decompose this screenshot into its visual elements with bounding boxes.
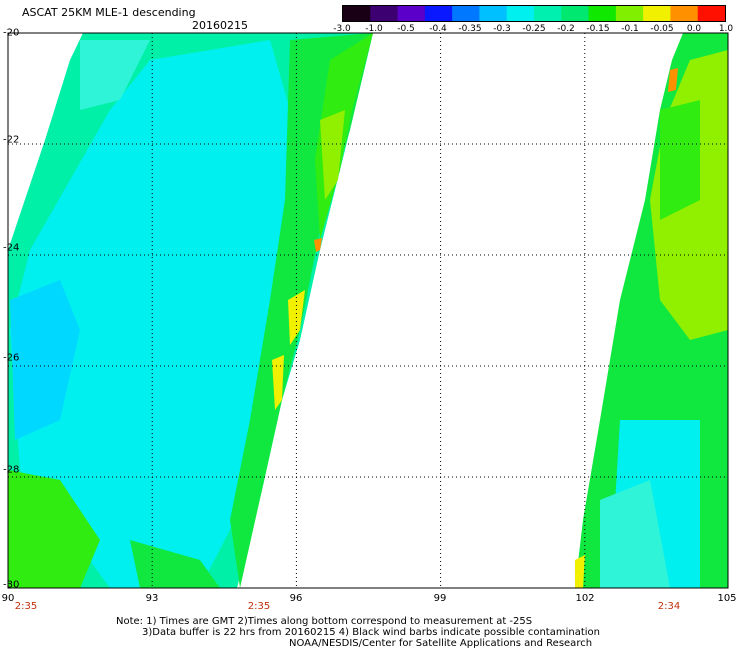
chart-title: ASCAT 25KM MLE-1 descending — [22, 6, 196, 19]
east-edge-yellow-patch-2 — [272, 355, 284, 410]
colorbar-tick-label: -0.25 — [522, 24, 546, 34]
longitude-label: 102 — [575, 593, 595, 604]
blue-cyan-patch — [10, 280, 80, 440]
latitude-label: -30 — [3, 579, 20, 591]
colorbar-tick-label: -0.2 — [557, 24, 575, 34]
northwest-patch — [80, 40, 150, 110]
right-bright-patch — [660, 100, 700, 220]
latitude-label: -22 — [3, 134, 20, 146]
right-yellow-patch — [575, 555, 585, 588]
southwest-green-patch — [8, 470, 100, 588]
colorbar-tick-label: -0.4 — [429, 24, 447, 34]
colorbar-tick-label: -0.1 — [621, 24, 639, 34]
longitude-label: 96 — [289, 593, 303, 604]
colorbar-tick-label: -0.05 — [650, 24, 674, 34]
note-line-2: 3)Data buffer is 22 hrs from 20160215 4)… — [142, 627, 600, 638]
colorbar-tick-label: -0.5 — [397, 24, 415, 34]
colorbar-swatch — [697, 6, 726, 21]
colorbar-tick-label: -0.3 — [493, 24, 511, 34]
colorbar-swatch — [397, 6, 426, 21]
colorbar-swatch — [370, 6, 399, 21]
colorbar-tick-label: -0.15 — [586, 24, 610, 34]
colorbar — [342, 5, 726, 22]
colorbar-swatch — [588, 6, 617, 21]
colorbar-swatch — [424, 6, 453, 21]
pass-time-label: 2:35 — [14, 601, 38, 612]
colorbar-swatch — [615, 6, 644, 21]
longitude-label: 93 — [145, 593, 159, 604]
chart-date: 20160215 — [192, 19, 248, 32]
longitude-label: 90 — [1, 593, 15, 604]
colorbar-tick-label: 0.0 — [686, 24, 702, 34]
colorbar-labels: -3.0 -1.0 -0.5 -0.4 -0.35 -0.3 -0.25 -0.2 -0.15 -… — [330, 24, 734, 36]
colorbar-tick-label: -0.35 — [458, 24, 482, 34]
latitude-label: -24 — [3, 242, 20, 254]
colorbar-swatch — [343, 6, 371, 21]
right-orange-patch — [668, 68, 678, 92]
colorbar-swatch — [643, 6, 671, 21]
colorbar-swatch — [670, 6, 699, 21]
colorbar-swatch — [534, 6, 562, 21]
longitude-label: 105 — [717, 593, 737, 604]
south-green-patch — [130, 540, 220, 588]
colorbar-tick-label: -3.0 — [333, 24, 351, 34]
colorbar-swatches — [343, 6, 726, 21]
cyan-core-patch — [10, 40, 290, 588]
pass-time-label: 2:34 — [657, 601, 681, 612]
colorbar-swatch — [506, 6, 535, 21]
colorbar-tick-label: 1.0 — [718, 24, 734, 34]
latitude-label: -26 — [3, 352, 20, 364]
note-line-3: NOAA/NESDIS/Center for Satellite Applica… — [289, 638, 593, 649]
colorbar-swatch — [561, 6, 590, 21]
longitude-label: 99 — [433, 593, 447, 604]
latitude-label: -28 — [3, 464, 20, 476]
colorbar-swatch — [479, 6, 508, 21]
note-line-1: Note: 1) Times are GMT 2)Times along bot… — [116, 616, 533, 627]
colorbar-swatch — [452, 6, 480, 21]
right-lightcyan-patch — [600, 480, 670, 588]
east-edge-orange-patch — [314, 238, 322, 252]
latitude-label: -20 — [3, 27, 20, 39]
pass-time-label: 2:35 — [247, 601, 271, 612]
east-edge-yellowgreen-patch — [320, 110, 345, 200]
colorbar-tick-label: -1.0 — [365, 24, 383, 34]
